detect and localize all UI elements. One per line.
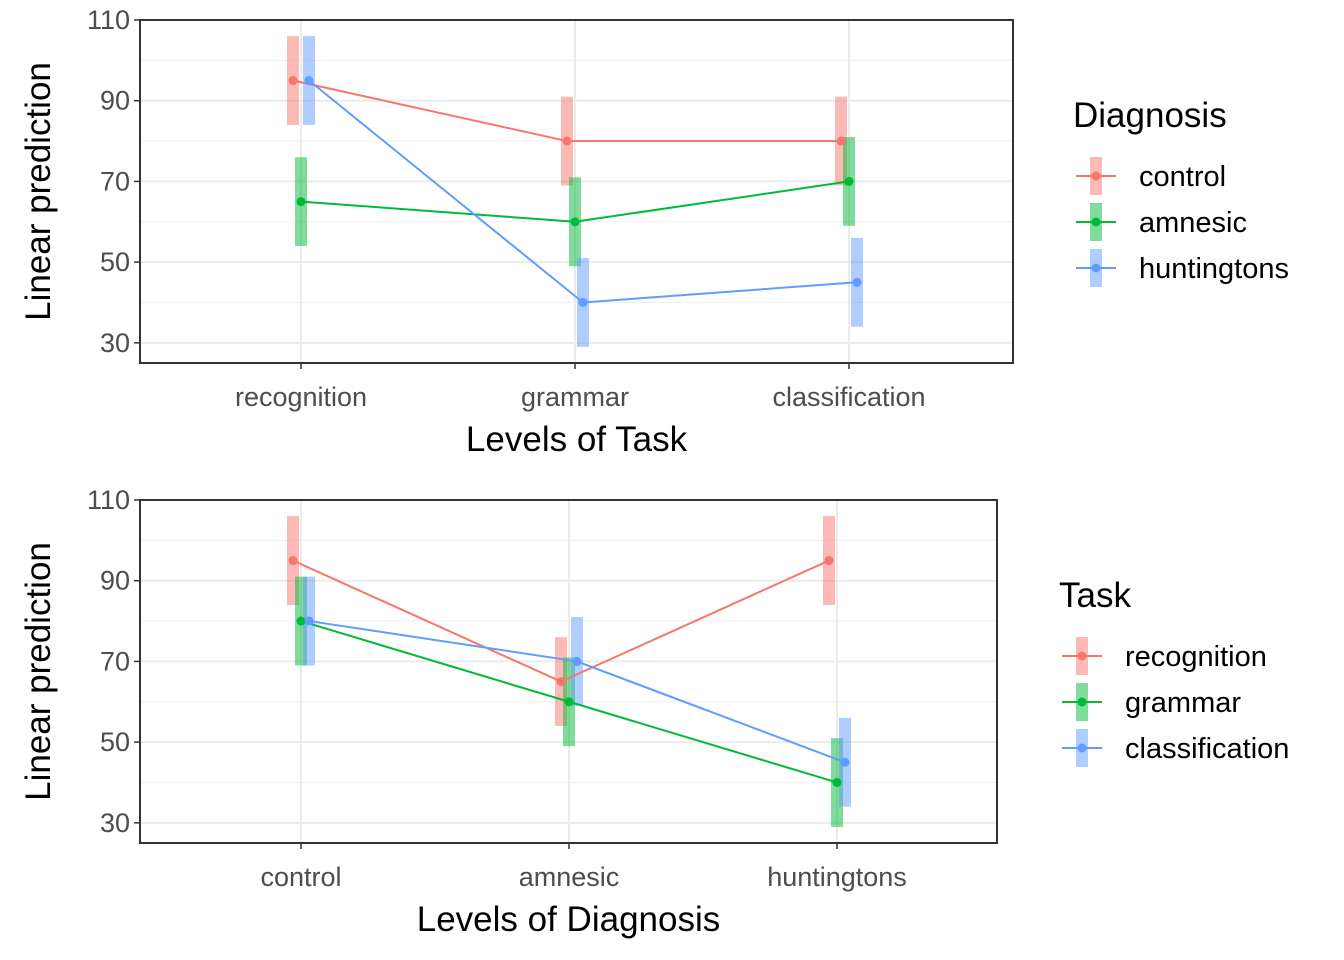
data-point: [572, 656, 582, 666]
data-point: [288, 556, 298, 566]
data-point: [844, 176, 854, 186]
legend-key-point: [1091, 171, 1101, 181]
legend-key-point: [1077, 697, 1087, 707]
data-point: [570, 217, 580, 227]
data-point: [556, 677, 566, 687]
legend-title: Diagnosis: [1073, 96, 1227, 135]
legend-key-point: [1077, 651, 1087, 661]
y-tick-label: 50: [100, 247, 130, 277]
y-tick-label: 30: [100, 808, 130, 838]
y-tick-label: 90: [100, 566, 130, 596]
x-axis-title: Levels of Diagnosis: [417, 900, 721, 939]
y-tick-label: 110: [87, 5, 130, 35]
x-tick-label: control: [260, 862, 341, 892]
top-chart-panel: 30 50 70 90 110 recognition grammar classificat…: [19, 5, 1289, 459]
y-axis-title: Linear prediction: [19, 542, 58, 801]
legend-key-point: [1077, 743, 1087, 753]
x-tick-label: recognition: [235, 382, 367, 412]
legend-key-point: [1091, 263, 1101, 273]
y-tick-label: 50: [100, 727, 130, 757]
data-point: [840, 757, 850, 767]
legend-label: grammar: [1125, 687, 1241, 719]
y-tick-label: 70: [100, 166, 130, 196]
y-tick-label: 110: [87, 485, 130, 515]
x-tick-label: grammar: [521, 382, 629, 412]
x-tick-label: amnesic: [519, 862, 620, 892]
x-tick-label: huntingtons: [767, 862, 907, 892]
legend-label: amnesic: [1139, 207, 1247, 239]
data-point: [824, 556, 834, 566]
legend-label: control: [1139, 161, 1226, 193]
legend-title: Task: [1059, 576, 1131, 615]
y-tick-label: 90: [100, 86, 130, 116]
data-point: [836, 136, 846, 146]
data-point: [304, 76, 314, 86]
y-axis-title: Linear prediction: [19, 62, 58, 321]
bottom-chart-panel: 30 50 70 90 110 control amnesic huntingtons Leve…: [19, 485, 1289, 939]
data-point: [578, 297, 588, 307]
data-point: [564, 697, 574, 707]
data-point: [288, 76, 298, 86]
legend-key-point: [1091, 217, 1101, 227]
x-tick-label: classification: [772, 382, 925, 412]
legend-label: recognition: [1125, 641, 1267, 673]
plot-border: [139, 499, 998, 844]
x-axis-title: Levels of Task: [466, 420, 688, 459]
data-point: [832, 777, 842, 787]
data-point: [296, 616, 306, 626]
y-tick-label: 70: [100, 646, 130, 676]
data-point: [852, 277, 862, 287]
y-tick-label: 30: [100, 328, 130, 358]
legend-label: huntingtons: [1139, 253, 1289, 285]
data-point: [304, 616, 314, 626]
legend-label: classification: [1125, 733, 1289, 765]
data-point: [296, 197, 306, 207]
data-point: [562, 136, 572, 146]
plot-border: [139, 19, 1014, 364]
